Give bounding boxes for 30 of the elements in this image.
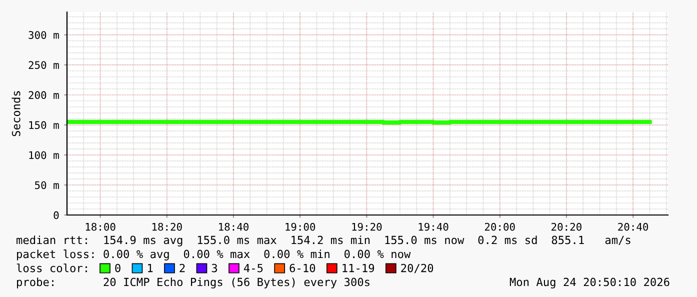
legend-label: 2: [180, 264, 185, 272]
x-tick-label: 18:40: [219, 222, 248, 231]
y-tick-label: 200 m: [28, 91, 59, 100]
text: Mon Aug 24 20:50:10 2026: [510, 278, 670, 288]
text: packet loss: 0.00 % avg 0.00 % max 0.00 % min 0.00 % now: [17, 250, 411, 260]
y-tick-label: 50 m: [35, 181, 59, 190]
legend-label: 0: [115, 264, 120, 272]
legend-label: 20/20: [401, 264, 434, 274]
x-tick-label: 19:20: [352, 222, 382, 231]
legend-label: 3: [212, 264, 218, 272]
x-tick-label: 20:00: [484, 222, 515, 231]
y-tick-label: 250 m: [28, 61, 59, 69]
y-tick-label: 0: [54, 211, 59, 220]
y-tick-label: 150 m: [29, 121, 59, 130]
legend-label: 11-19: [342, 264, 374, 272]
x-tick-label: 19:00: [286, 222, 316, 231]
y-axis-title: Seconds: [12, 91, 20, 136]
legend-title: loss color:: [16, 264, 87, 272]
y-tick-label: 100 m: [29, 151, 59, 160]
x-tick-label: 18:00: [86, 222, 116, 231]
text: probe: 20 ICMP Echo Pings (56 Bytes) every 300s: [17, 278, 370, 288]
x-tick-label: 19:40: [418, 222, 448, 231]
y-tick-label: 300 m: [28, 31, 59, 39]
legend-label: 4-5: [244, 264, 263, 272]
x-tick-label: 20:40: [618, 222, 648, 231]
legend-label: 6-10: [290, 264, 316, 272]
x-tick-label: 18:20: [152, 222, 182, 231]
legend-label: 1: [148, 264, 153, 272]
text: median rtt: 154.9 ms avg 155.0 ms max 154.2 ms min 155.0 ms now 0.2 ms sd 855.1 am/s: [16, 236, 630, 246]
x-tick-label: 20:20: [552, 222, 582, 231]
